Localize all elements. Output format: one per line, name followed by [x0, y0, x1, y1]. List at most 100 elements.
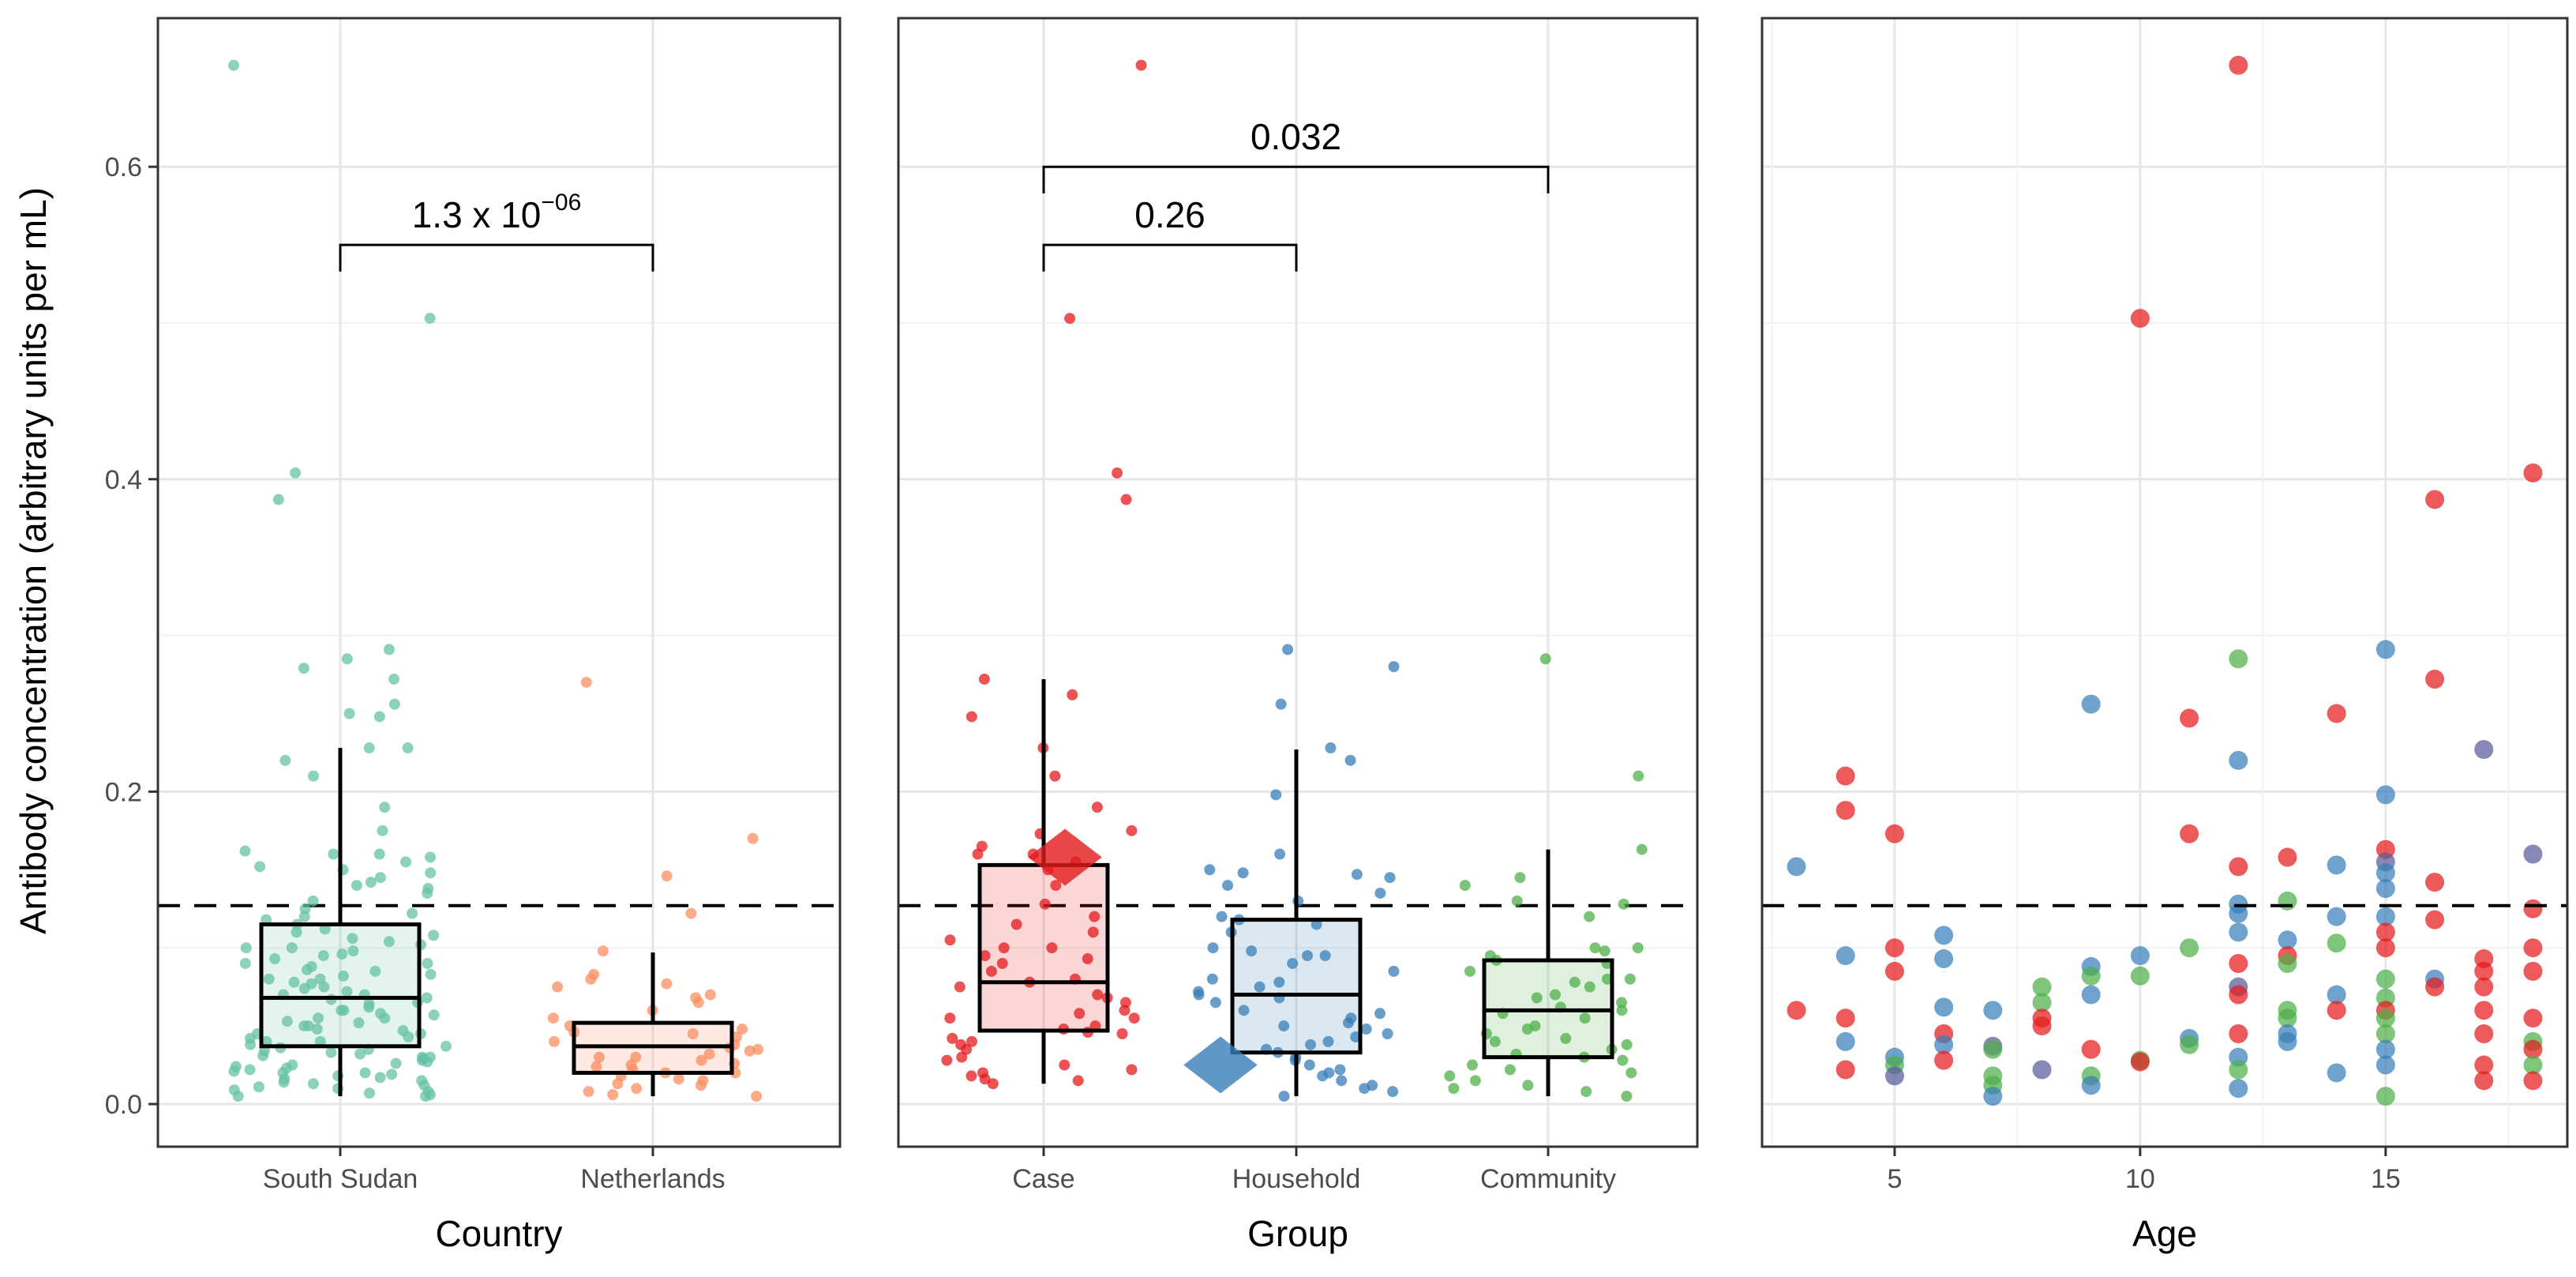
jitter-point — [1116, 1027, 1128, 1039]
jitter-point — [422, 887, 433, 899]
jitter-point — [1621, 1039, 1633, 1050]
jitter-point — [269, 953, 281, 965]
jitter-point — [388, 673, 400, 685]
scatter-point — [2523, 1008, 2543, 1028]
jitter-point — [1342, 1017, 1354, 1029]
highlight-diamond — [1028, 828, 1102, 886]
scatter-point — [2375, 863, 2395, 883]
panel-1: South Sudan Netherlands 1.3 x 10−06 Country — [156, 17, 842, 1254]
scatter-point — [1835, 801, 1855, 821]
scatter-point — [2375, 1087, 2395, 1106]
scatter-point — [2327, 907, 2346, 926]
jitter-point — [341, 653, 353, 665]
jitter-point — [239, 957, 251, 969]
jitter-point — [407, 907, 418, 919]
scatter-point — [2229, 903, 2248, 923]
jitter-point — [1303, 1059, 1315, 1071]
jitter-point — [747, 832, 759, 844]
scatter-point — [2474, 1001, 2494, 1020]
jitter-point — [239, 845, 251, 857]
scatter-point — [1787, 1001, 1806, 1020]
scatter-point — [2229, 985, 2248, 1005]
jitter-point — [1072, 1075, 1084, 1087]
x-tick-label: Netherlands — [580, 1164, 725, 1194]
x-tick-label: Community — [1480, 1164, 1616, 1194]
scatter-point — [2327, 933, 2346, 953]
jitter-point — [1305, 1039, 1317, 1050]
scatter-point — [1983, 1039, 2003, 1059]
jitter-point — [1549, 989, 1561, 1001]
jitter-point — [374, 872, 386, 884]
jitter-point — [1617, 1054, 1629, 1066]
jitter-point — [1531, 992, 1543, 1004]
jitter-point — [1489, 1035, 1501, 1047]
scatter-point — [2474, 739, 2494, 759]
jitter-point — [290, 467, 302, 479]
comparison-bracket — [1042, 243, 1298, 272]
jitter-point — [1273, 976, 1285, 988]
y-tick-label: 0.6 — [105, 152, 142, 182]
jitter-point — [1204, 864, 1216, 876]
jitter-point — [347, 933, 358, 945]
scatter-point — [2081, 966, 2101, 986]
jitter-point — [1322, 1035, 1334, 1047]
scatter-point — [2229, 55, 2248, 75]
jitter-point — [1091, 802, 1103, 813]
jitter-point — [1521, 1023, 1533, 1035]
jitter-point — [944, 934, 956, 946]
scatter-point — [2375, 1008, 2395, 1028]
highlight-diamond — [1183, 1036, 1258, 1094]
jitter-point — [1193, 989, 1205, 1001]
jitter-point — [1222, 880, 1234, 892]
scatter-point — [1884, 961, 1904, 981]
jitter-point — [591, 1061, 602, 1072]
panel-border — [1760, 17, 2569, 1148]
jitter-point — [1618, 898, 1629, 910]
x-tick-label: South Sudan — [263, 1164, 418, 1194]
jitter-point — [1511, 895, 1523, 907]
jitter-point — [228, 1065, 240, 1077]
panel-2: Case Household Community 0.26 0.032 Group — [897, 17, 1699, 1254]
jitter-point — [751, 1091, 763, 1102]
jitter-point — [420, 1091, 432, 1102]
jitter-point — [369, 965, 381, 977]
jitter-point — [1584, 981, 1595, 993]
jitter-point — [425, 867, 437, 879]
scatter-point — [2130, 1052, 2150, 1072]
scatter-point — [2229, 1023, 2248, 1043]
scatter-point — [2523, 1039, 2543, 1059]
jitter-point — [1325, 742, 1337, 754]
jitter-point — [1128, 1012, 1140, 1024]
jitter-point — [1580, 1086, 1592, 1098]
scatter-point — [2229, 750, 2248, 770]
jitter-point — [307, 1078, 319, 1090]
scatter-point — [2278, 1031, 2297, 1051]
scatter-point — [2278, 930, 2297, 950]
scatter-point — [1835, 946, 1855, 966]
scatter-point — [2081, 1076, 2101, 1095]
jitter-point — [1237, 867, 1249, 879]
p-value-label: 0.26 — [1134, 194, 1206, 235]
jitter-point — [317, 950, 329, 962]
jitter-point — [298, 982, 310, 994]
jitter-point — [631, 1083, 643, 1095]
jitter-point — [1633, 770, 1644, 782]
jitter-point — [1351, 869, 1363, 881]
jitter-point — [1589, 942, 1601, 954]
jitter-point — [1254, 981, 1266, 993]
scatter-point — [2229, 857, 2248, 877]
jitter-point — [286, 942, 298, 954]
jitter-point — [1584, 911, 1595, 922]
jitter-point — [377, 824, 388, 836]
jitter-point — [966, 1035, 977, 1047]
scatter-point — [2523, 899, 2543, 918]
scatter-point — [1835, 1008, 1855, 1028]
jitter-point — [291, 926, 302, 938]
scatter-point — [1934, 997, 1954, 1017]
jitter-point — [232, 1091, 244, 1102]
scatter-point — [1884, 938, 1904, 958]
jitter-point — [1374, 887, 1386, 899]
scatter-point — [2375, 907, 2395, 926]
jitter-point — [1238, 1005, 1250, 1016]
jitter-point — [966, 711, 977, 723]
